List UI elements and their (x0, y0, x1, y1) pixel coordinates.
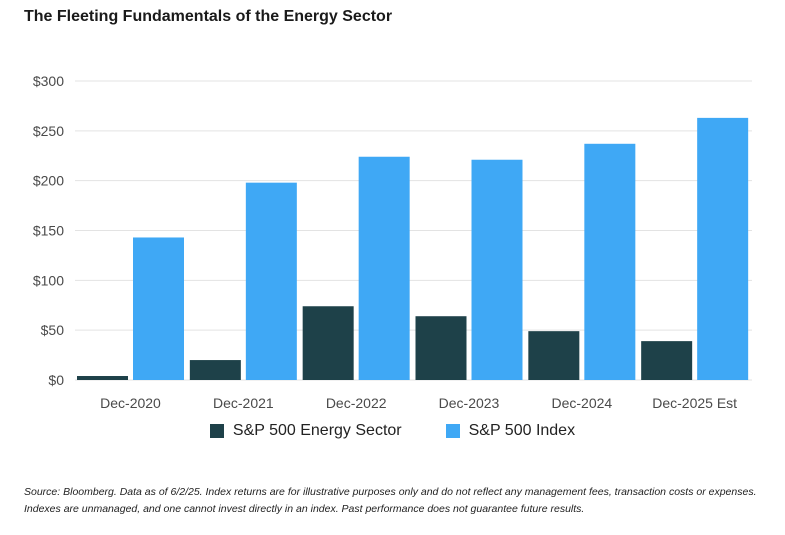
bar-energy-sector (415, 316, 467, 380)
y-tick-label: $150 (33, 223, 64, 239)
legend-label-index: S&P 500 Index (468, 422, 576, 439)
y-tick-label: $100 (33, 272, 64, 288)
bar-energy-sector (189, 360, 241, 380)
x-axis-labels: Dec-2020 Dec-2021 Dec-2022 Dec-2023 Dec-2024… (100, 395, 737, 411)
legend-swatch-energy (209, 424, 224, 438)
y-tick-label: $0 (48, 372, 64, 388)
x-tick-label: Dec-2020 (100, 395, 161, 411)
chart-title: The Fleeting Fundamentals of the Energy … (24, 8, 393, 25)
y-tick-label: $50 (41, 322, 65, 338)
bars (77, 117, 749, 381)
x-tick-label: Dec-2023 (439, 395, 500, 411)
bar-energy-sector (302, 306, 354, 380)
legend-swatch-index (445, 424, 460, 438)
x-tick-label: Dec-2022 (326, 395, 387, 411)
bar-sp500-index (133, 237, 184, 380)
x-tick-label: Dec-2024 (551, 395, 612, 411)
gridlines (75, 80, 752, 381)
y-tick-label: $250 (33, 123, 64, 139)
bar-sp500-index (358, 156, 410, 380)
bar-sp500-index (471, 159, 523, 380)
bar-sp500-index (697, 117, 749, 381)
legend: S&P 500 Energy Sector S&P 500 Index (0, 422, 785, 440)
bar-chart: $0$50$100$150$200$250$300 Dec-2020 Dec-20… (33, 73, 752, 411)
y-tick-label: $200 (33, 173, 64, 189)
bar-sp500-index (245, 182, 297, 380)
bar-energy-sector (528, 331, 580, 380)
bar-energy-sector (641, 341, 693, 380)
legend-item-energy: S&P 500 Energy Sector (209, 422, 402, 440)
x-tick-label: Dec-2025 Est (652, 395, 737, 411)
bar-energy-sector (77, 376, 128, 380)
y-tick-label: $300 (33, 73, 64, 89)
bar-sp500-index (584, 143, 636, 380)
y-axis-ticks: $0 $50 $100 $150 $200 $250 $300 (33, 73, 64, 388)
x-tick-label: Dec-2021 (213, 395, 274, 411)
legend-item-index: S&P 500 Index (445, 422, 576, 440)
legend-label-energy: S&P 500 Energy Sector (232, 422, 402, 439)
source-note: Source: Bloomberg. Data as of 6/2/25. In… (24, 486, 757, 515)
